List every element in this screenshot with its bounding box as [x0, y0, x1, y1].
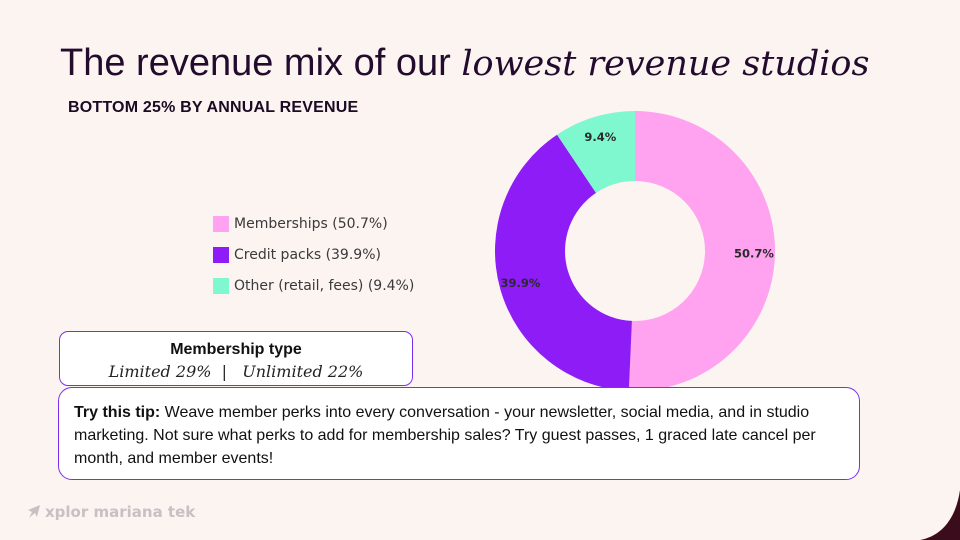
legend-item-other: Other (retail, fees) (9.4%) [213, 270, 414, 301]
legend-swatch-other [213, 277, 229, 294]
rocket-icon [28, 505, 40, 518]
membership-type-title: Membership type [170, 341, 302, 358]
membership-type-values: Limited 29% | Unlimited 22% [108, 362, 364, 381]
legend-item-memberships: Memberships (50.7%) [213, 208, 414, 239]
legend-item-credit-packs: Credit packs (39.9%) [213, 239, 414, 270]
slice-label-memberships: 50.7% [734, 247, 774, 261]
slice-label-credit-packs: 39.9% [500, 276, 540, 290]
company-logo: xplor mariana tek [24, 503, 195, 521]
tip-box: Try this tip: Weave member perks into ev… [58, 387, 860, 480]
title-italic: lowest revenue studios [461, 44, 870, 84]
legend-label-memberships: Memberships (50.7%) [234, 215, 388, 232]
donut-slice-credit-packs [494, 134, 632, 391]
legend-label-other: Other (retail, fees) (9.4%) [234, 277, 415, 294]
membership-type-box: Membership type Limited 29% | Unlimited … [59, 331, 413, 386]
tip-text: Weave member perks into every conversati… [74, 404, 816, 467]
legend-swatch-memberships [213, 215, 229, 232]
slide-subtitle: BOTTOM 25% BY ANNUAL REVENUE [68, 99, 359, 116]
corner-decoration [920, 490, 960, 540]
legend-label-credit-packs: Credit packs (39.9%) [234, 246, 381, 263]
chart-legend: Memberships (50.7%) Credit packs (39.9%)… [213, 208, 414, 301]
slice-label-other: 9.4% [584, 130, 616, 144]
legend-swatch-credit-packs [213, 246, 229, 263]
tip-label: Try this tip: [74, 404, 161, 421]
logo-text: xplor mariana tek [45, 503, 196, 521]
donut-slice-memberships [628, 111, 775, 391]
donut-chart: 50.7% 39.9% 9.4% [494, 111, 775, 391]
slide-title: The revenue mix of our lowest revenue st… [60, 42, 869, 85]
title-regular: The revenue mix of our [60, 42, 462, 84]
donut-slice-other [557, 111, 635, 193]
